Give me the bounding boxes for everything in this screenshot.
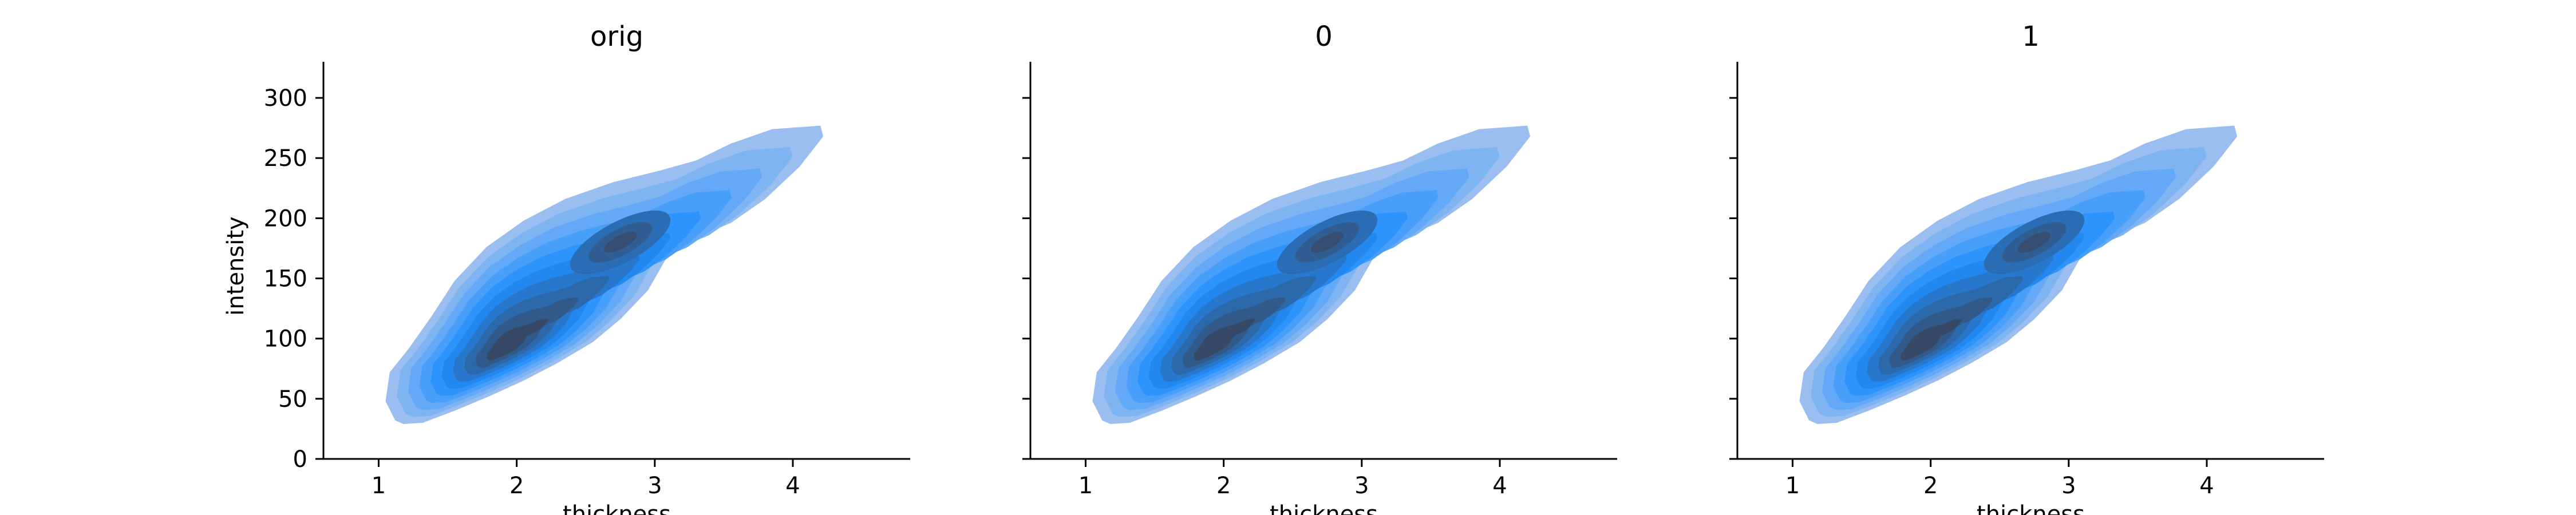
panel-title: orig (590, 21, 643, 53)
y-tick-label: 150 (264, 266, 307, 292)
density-contours (385, 125, 824, 424)
y-tick-label: 250 (264, 145, 307, 172)
axes: 1 2 3 4 (1729, 62, 2324, 499)
axes: 1 2 3 4 (1022, 62, 1617, 499)
y-tick-label: 300 (264, 85, 307, 112)
y-tick-label: 100 (264, 326, 307, 352)
y-tick-label: 200 (264, 205, 307, 232)
density-level-10 (1901, 319, 1962, 361)
x-tick-label: 3 (2061, 473, 2076, 499)
x-axis-label: thickness (1270, 501, 1378, 515)
axes: 1 2 3 4 0 50 100 150 200 250 300 (264, 62, 910, 499)
x-tick-label: 1 (1785, 473, 1800, 499)
x-tick-label: 1 (372, 473, 386, 499)
y-axis-label: intensity (223, 216, 249, 315)
density-level-10 (487, 319, 548, 361)
density-level-10 (1194, 319, 1255, 361)
density-contours (1799, 125, 2238, 424)
x-axis-label: thickness (563, 501, 671, 515)
secondary-peak-level-3 (603, 232, 637, 253)
panel-1: 1 2 3 4 1 thickness (1729, 21, 2324, 515)
x-tick-label: 4 (2199, 473, 2214, 499)
panel-title: 1 (2022, 21, 2040, 53)
panel-0: 1 2 3 4 0 thickness (1022, 21, 1617, 515)
x-tick-label: 3 (647, 473, 662, 499)
x-axis-label: thickness (1977, 501, 2085, 515)
x-tick-label: 2 (509, 473, 524, 499)
panel-orig: 1 2 3 4 0 50 100 150 200 250 300 orig thickness in… (223, 21, 910, 515)
density-contours (1092, 125, 1531, 424)
x-tick-label: 2 (1923, 473, 1938, 499)
panel-title: 0 (1315, 21, 1333, 53)
secondary-peak-level-3 (1310, 232, 1344, 253)
x-tick-label: 3 (1354, 473, 1369, 499)
y-tick-label: 0 (293, 446, 307, 473)
y-tick-label: 50 (278, 386, 307, 413)
x-tick-label: 4 (1492, 473, 1507, 499)
x-tick-label: 1 (1078, 473, 1093, 499)
secondary-peak-level-3 (2017, 232, 2051, 253)
x-tick-label: 4 (785, 473, 800, 499)
x-tick-label: 2 (1216, 473, 1231, 499)
